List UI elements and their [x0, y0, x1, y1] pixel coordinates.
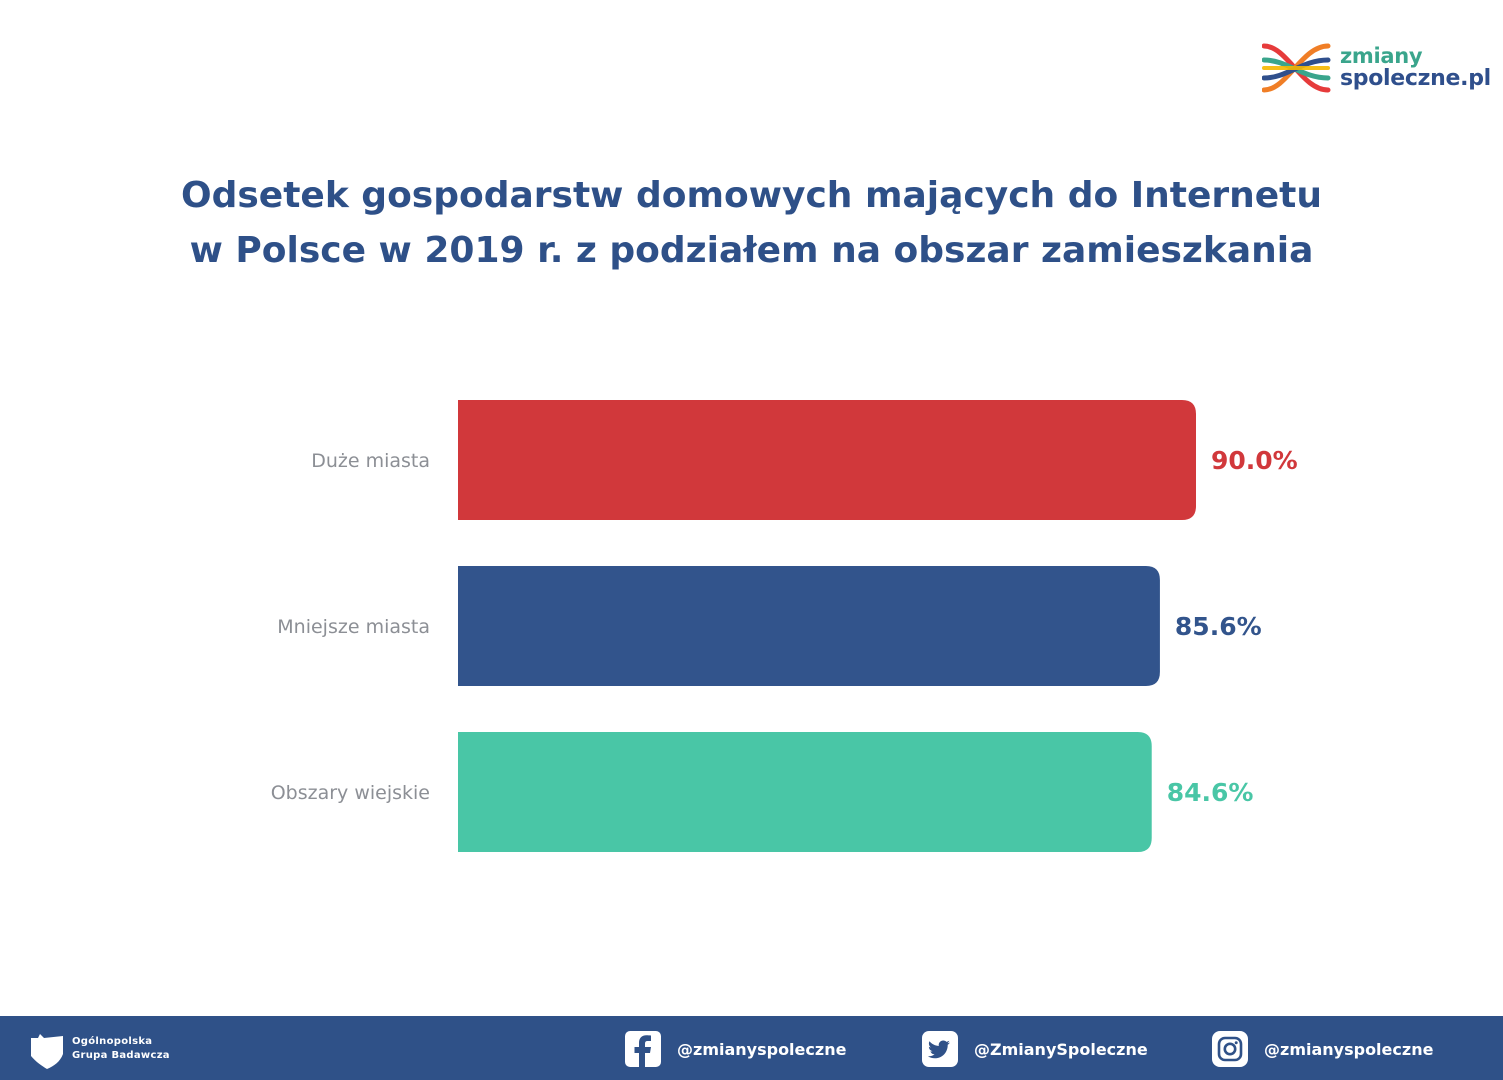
bar-chart: Duże miasta 90.0% Mniejsze miasta 85.6% Obsz…: [0, 0, 1503, 1000]
bar-2: [458, 732, 1152, 852]
category-label-1: Mniejsze miasta: [277, 616, 430, 638]
facebook-icon: [625, 1031, 661, 1067]
twitter-link[interactable]: @ZmianySpoleczne: [922, 1030, 1148, 1068]
value-label-2: 84.6%: [1167, 778, 1254, 807]
facebook-link[interactable]: @zmianyspoleczne: [625, 1030, 846, 1068]
twitter-handle: @ZmianySpoleczne: [974, 1040, 1148, 1059]
category-label-2: Obszary wiejskie: [271, 782, 430, 804]
bar-0: [458, 400, 1196, 520]
bar-1: [458, 566, 1160, 686]
ogb-text-line1: Ogólnopolska: [72, 1036, 152, 1047]
category-label-0: Duże miasta: [311, 450, 430, 472]
value-label-1: 85.6%: [1175, 612, 1262, 641]
instagram-link[interactable]: @zmianyspoleczne: [1212, 1030, 1433, 1068]
twitter-icon: [922, 1031, 958, 1067]
facebook-handle: @zmianyspoleczne: [677, 1040, 846, 1059]
instagram-icon: [1212, 1031, 1248, 1067]
ogb-text-line2: Grupa Badawcza: [72, 1050, 170, 1061]
shield-icon: [30, 1032, 64, 1070]
instagram-handle: @zmianyspoleczne: [1264, 1040, 1433, 1059]
value-label-0: 90.0%: [1211, 446, 1298, 475]
footer-bar: Ogólnopolska Grupa Badawcza @zmianyspole…: [0, 1016, 1503, 1080]
